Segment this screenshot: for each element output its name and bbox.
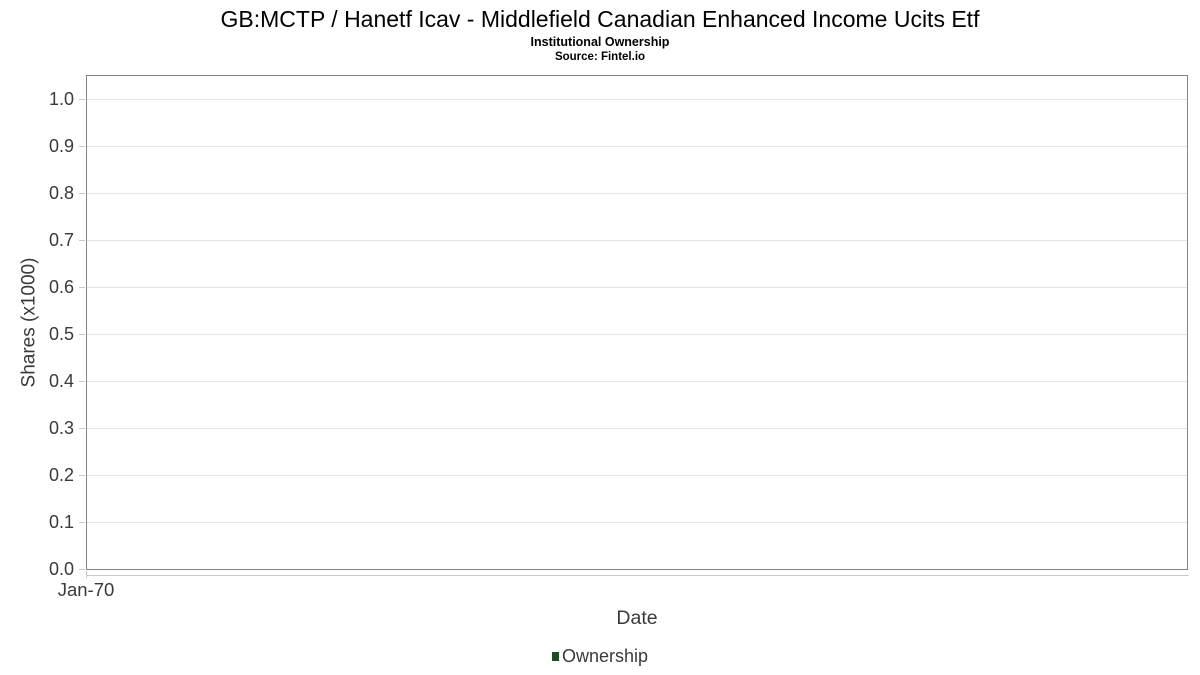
- y-tick-label: 0.1: [48, 512, 74, 532]
- gridline: [87, 334, 1187, 335]
- legend: Ownership: [0, 645, 1200, 667]
- y-axis-title: Shares (x1000): [18, 257, 40, 388]
- y-tick-mark: [79, 428, 85, 429]
- gridline: [87, 381, 1187, 382]
- chart-title: GB:MCTP / Hanetf Icav - Middlefield Cana…: [220, 6, 980, 32]
- y-tick-label: 0.6: [48, 277, 74, 297]
- gridline: [87, 193, 1187, 194]
- gridline: [87, 240, 1187, 241]
- plot-area: [86, 75, 1188, 570]
- x-tick-label: Jan-70: [57, 579, 115, 600]
- y-tick-mark: [79, 240, 85, 241]
- gridline: [87, 428, 1187, 429]
- y-tick-label: 0.3: [48, 418, 74, 438]
- y-tick-mark: [79, 475, 85, 476]
- y-tick-label: 1.0: [48, 89, 74, 109]
- y-tick-label: 0.2: [48, 465, 74, 485]
- y-axis: 0.0 0.1 0.2 0.3 0.4 0.5 0.6 0.7 0.8 0.9 1.0: [0, 76, 86, 579]
- x-tick-mark: [86, 571, 87, 578]
- y-tick-mark: [79, 381, 85, 382]
- y-tick-mark: [79, 193, 85, 194]
- y-tick-label: 0.4: [48, 371, 74, 391]
- gridline: [87, 475, 1187, 476]
- y-tick-label: 0.7: [48, 230, 74, 250]
- legend-marker-square-icon: [551, 651, 559, 661]
- gridline: [87, 522, 1187, 523]
- y-tick-label: 0.5: [48, 324, 74, 344]
- plot-gridlines: [87, 76, 1187, 569]
- chart-subtitle: Institutional Ownership: [530, 35, 670, 49]
- legend-label: Ownership: [561, 646, 649, 666]
- x-axis-line: [86, 575, 1189, 576]
- y-tick-mark: [79, 522, 85, 523]
- y-tick-label: 0.8: [48, 183, 74, 203]
- y-tick-mark: [79, 334, 85, 335]
- y-tick-mark: [79, 569, 85, 570]
- y-tick-mark: [79, 287, 85, 288]
- y-tick-mark: [79, 146, 85, 147]
- y-tick-label: 0.0: [48, 559, 74, 579]
- gridline: [87, 287, 1187, 288]
- gridline: [87, 99, 1187, 100]
- chart-source: Source: Fintel.io: [554, 51, 646, 63]
- legend-item: Ownership: [551, 645, 649, 667]
- y-tick-label: 0.9: [48, 136, 74, 156]
- y-tick-mark: [79, 99, 85, 100]
- x-axis-title: Date: [616, 607, 658, 629]
- gridline: [87, 146, 1187, 147]
